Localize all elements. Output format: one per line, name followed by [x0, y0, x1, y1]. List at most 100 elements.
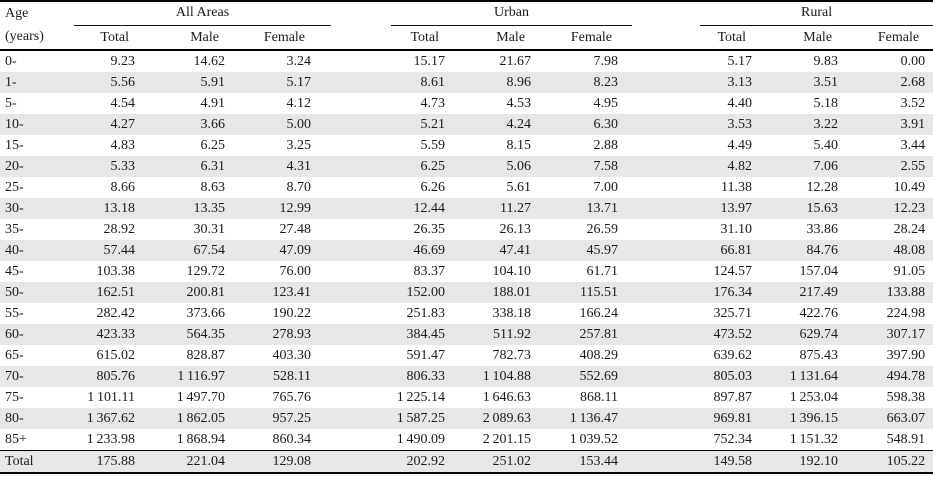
group-gap	[626, 303, 670, 324]
value-cell: 663.07	[886, 410, 926, 426]
value-cell: 6.31	[200, 158, 226, 174]
value-cell: 615.02	[96, 347, 136, 363]
col-header-total: Total	[670, 26, 761, 51]
value-cell: 5.17	[286, 74, 312, 90]
group-gap	[626, 387, 670, 408]
value-cell: 338.18	[492, 305, 532, 321]
value-cell: 5.61	[506, 179, 532, 195]
value-cell: 115.51	[580, 284, 619, 300]
group-gap	[626, 345, 670, 366]
group-label: Urban	[391, 2, 633, 26]
age-label: 5-	[5, 95, 17, 111]
value-cell: 30.31	[193, 221, 226, 237]
value-cell: 45.97	[586, 242, 619, 258]
value-cell: 2 089.63	[482, 410, 532, 426]
value-cell: 1 104.88	[482, 368, 532, 384]
value-cell: 552.69	[579, 368, 619, 384]
value-cell: 564.35	[186, 326, 226, 342]
value-cell: 3.51	[813, 74, 839, 90]
value-cell: 91.05	[893, 263, 926, 279]
value-cell: 9.83	[813, 53, 839, 69]
group-gap	[319, 387, 363, 408]
col-header-female: Female	[539, 26, 627, 51]
value-cell: 4.40	[727, 95, 753, 111]
value-cell: 251.83	[406, 305, 446, 321]
value-cell: 528.11	[273, 368, 312, 384]
table-body: 0- 9.23 14.62 3.24 15.17 21.67 7.98 5.17 9.83 0.0…	[0, 50, 933, 473]
age-label: 25-	[5, 179, 24, 195]
value-cell: 1 862.05	[176, 410, 225, 426]
value-cell: 84.76	[806, 242, 839, 258]
value-cell: 1 587.25	[396, 410, 446, 426]
value-cell: 403.30	[272, 347, 312, 363]
table-row: 25- 8.66 8.63 8.70 6.26 5.61 7.00 11.38 12.28 10.…	[0, 177, 933, 198]
group-gap	[319, 429, 363, 451]
value-cell: 14.62	[193, 53, 226, 69]
value-cell: 7.00	[593, 179, 619, 195]
table-header: Age (years) All Areas Urban Rural Total …	[0, 1, 933, 51]
value-cell: 1 136.47	[569, 410, 619, 426]
value-cell: 26.35	[413, 221, 446, 237]
value-cell: 12.28	[806, 179, 839, 195]
group-gap	[319, 72, 363, 93]
age-label: 70-	[5, 368, 24, 384]
group-gap	[626, 135, 670, 156]
value-cell: 373.66	[186, 305, 226, 321]
value-cell: 26.13	[499, 221, 532, 237]
value-cell: 5.17	[727, 53, 753, 69]
group-gap	[319, 177, 363, 198]
value-cell: 1 497.70	[176, 389, 225, 405]
value-cell: 7.98	[593, 53, 619, 69]
value-cell: 47.09	[279, 242, 312, 258]
group-gap	[319, 114, 363, 135]
value-cell: 202.92	[363, 450, 454, 473]
value-cell: 5.21	[420, 116, 446, 132]
value-cell: 1 151.32	[789, 431, 839, 447]
value-cell: 4.49	[727, 137, 753, 153]
column-header-row: Total Male Female Total Male Female Tota…	[0, 26, 933, 51]
value-cell: 27.48	[279, 221, 312, 237]
value-cell: 33.86	[806, 221, 839, 237]
value-cell: 639.62	[713, 347, 753, 363]
table-row: 60- 423.33 564.35 278.93 384.45 511.92 257.81 4…	[0, 324, 933, 345]
col-header-female: Female	[233, 26, 320, 51]
value-cell: 3.52	[900, 95, 926, 111]
group-gap	[319, 303, 363, 324]
value-cell: 221.04	[143, 450, 233, 473]
value-cell: 5.00	[286, 116, 312, 132]
value-cell: 1 367.62	[86, 410, 135, 426]
value-cell: 15.17	[413, 53, 446, 69]
value-cell: 4.54	[110, 95, 136, 111]
value-cell: 2.55	[900, 158, 926, 174]
age-label: 35-	[5, 221, 24, 237]
value-cell: 548.91	[886, 431, 926, 447]
value-cell: 805.03	[713, 368, 753, 384]
value-cell: 129.72	[186, 263, 226, 279]
value-cell: 26.59	[586, 221, 619, 237]
value-cell: 4.53	[506, 95, 532, 111]
value-cell: 1 868.94	[176, 431, 225, 447]
group-gap	[626, 114, 670, 135]
value-cell: 598.38	[886, 389, 926, 405]
value-cell: 152.00	[406, 284, 446, 300]
value-cell: 13.35	[193, 200, 226, 216]
value-cell: 4.82	[727, 158, 753, 174]
age-header-line1: Age	[5, 6, 29, 21]
group-gap	[626, 177, 670, 198]
value-cell: 325.71	[713, 305, 753, 321]
group-gap	[626, 26, 671, 51]
value-cell: 1 253.04	[789, 389, 839, 405]
value-cell: 4.73	[420, 95, 446, 111]
table-row: 10- 4.27 3.66 5.00 5.21 4.24 6.30 3.53 3.22 3.91	[0, 114, 933, 135]
value-cell: 8.96	[506, 74, 532, 90]
value-cell: 61.71	[586, 263, 619, 279]
group-gap	[626, 408, 670, 429]
value-cell: 3.91	[900, 116, 926, 132]
value-cell: 422.76	[799, 305, 839, 321]
value-cell: 12.23	[893, 200, 926, 216]
value-cell: 4.24	[506, 116, 532, 132]
value-cell: 190.22	[272, 305, 312, 321]
col-header-total: Total	[73, 26, 143, 51]
value-cell: 5.18	[813, 95, 839, 111]
age-header-line2: (years)	[5, 29, 44, 44]
